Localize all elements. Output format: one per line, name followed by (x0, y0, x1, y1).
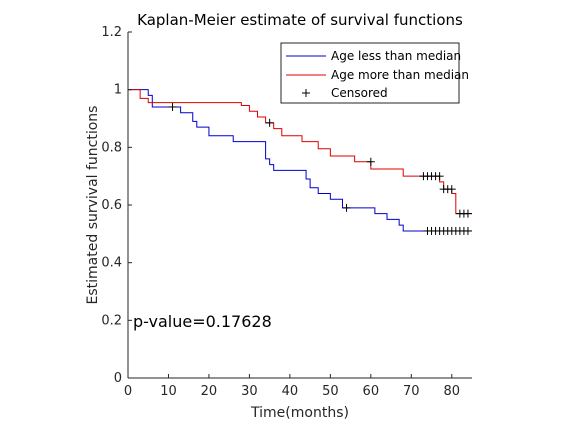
y-tick-label: 1 (114, 83, 122, 98)
legend-label-age-less: Age less than median (331, 49, 461, 63)
x-tick-label: 80 (443, 384, 460, 399)
x-tick-label: 60 (363, 384, 380, 399)
x-tick-label: 0 (124, 384, 132, 399)
legend-label-censored: Censored (331, 86, 388, 100)
y-tick-label: 0.2 (101, 313, 122, 328)
x-tick-label: 10 (160, 384, 177, 399)
axes-layer: 0 10 20 30 40 50 60 70 80 0 0.2 0.4 0.6 0.8 1 1.2 (101, 25, 472, 399)
y-tick-label: 0 (114, 371, 122, 386)
censored-mark-s1-9 (447, 185, 456, 194)
y-tick-label: 0.6 (101, 198, 122, 213)
p-value-annotation: p-value=0.17628 (133, 312, 272, 331)
km-curve-series-0 (128, 89, 472, 232)
legend-box (280, 42, 460, 104)
censored-mark-s1-12 (463, 209, 472, 218)
censored-mark-s1-1 (366, 157, 375, 166)
legend-censored-marker (302, 89, 310, 97)
censored-mark-s0-12 (463, 226, 472, 235)
series-layer (128, 89, 472, 235)
y-axis-label: Estimated survival functions (85, 106, 101, 305)
legend-cross (302, 89, 310, 97)
chart-title: Kaplan-Meier estimate of survival functi… (137, 11, 463, 29)
x-axis-label: Time(months) (250, 405, 349, 421)
y-tick-label: 0.4 (101, 256, 122, 271)
y-tick-label: 0.8 (101, 140, 122, 155)
censored-mark-s1-6 (435, 172, 444, 181)
censored-mark-s0-1 (342, 203, 351, 212)
x-tick-label: 50 (322, 384, 339, 399)
censored-mark-s0-0 (168, 102, 177, 111)
x-tick-label: 20 (201, 384, 218, 399)
legend-label-age-more: Age more than median (331, 68, 469, 82)
censored-mark-s1-0 (265, 118, 274, 127)
x-tick-label: 40 (282, 384, 299, 399)
km-curve-series-1 (128, 89, 472, 215)
legend: Age less than median Age more than media… (280, 42, 469, 104)
x-tick-label: 30 (241, 384, 258, 399)
x-tick-label: 70 (403, 384, 420, 399)
y-tick-label: 1.2 (101, 25, 122, 40)
